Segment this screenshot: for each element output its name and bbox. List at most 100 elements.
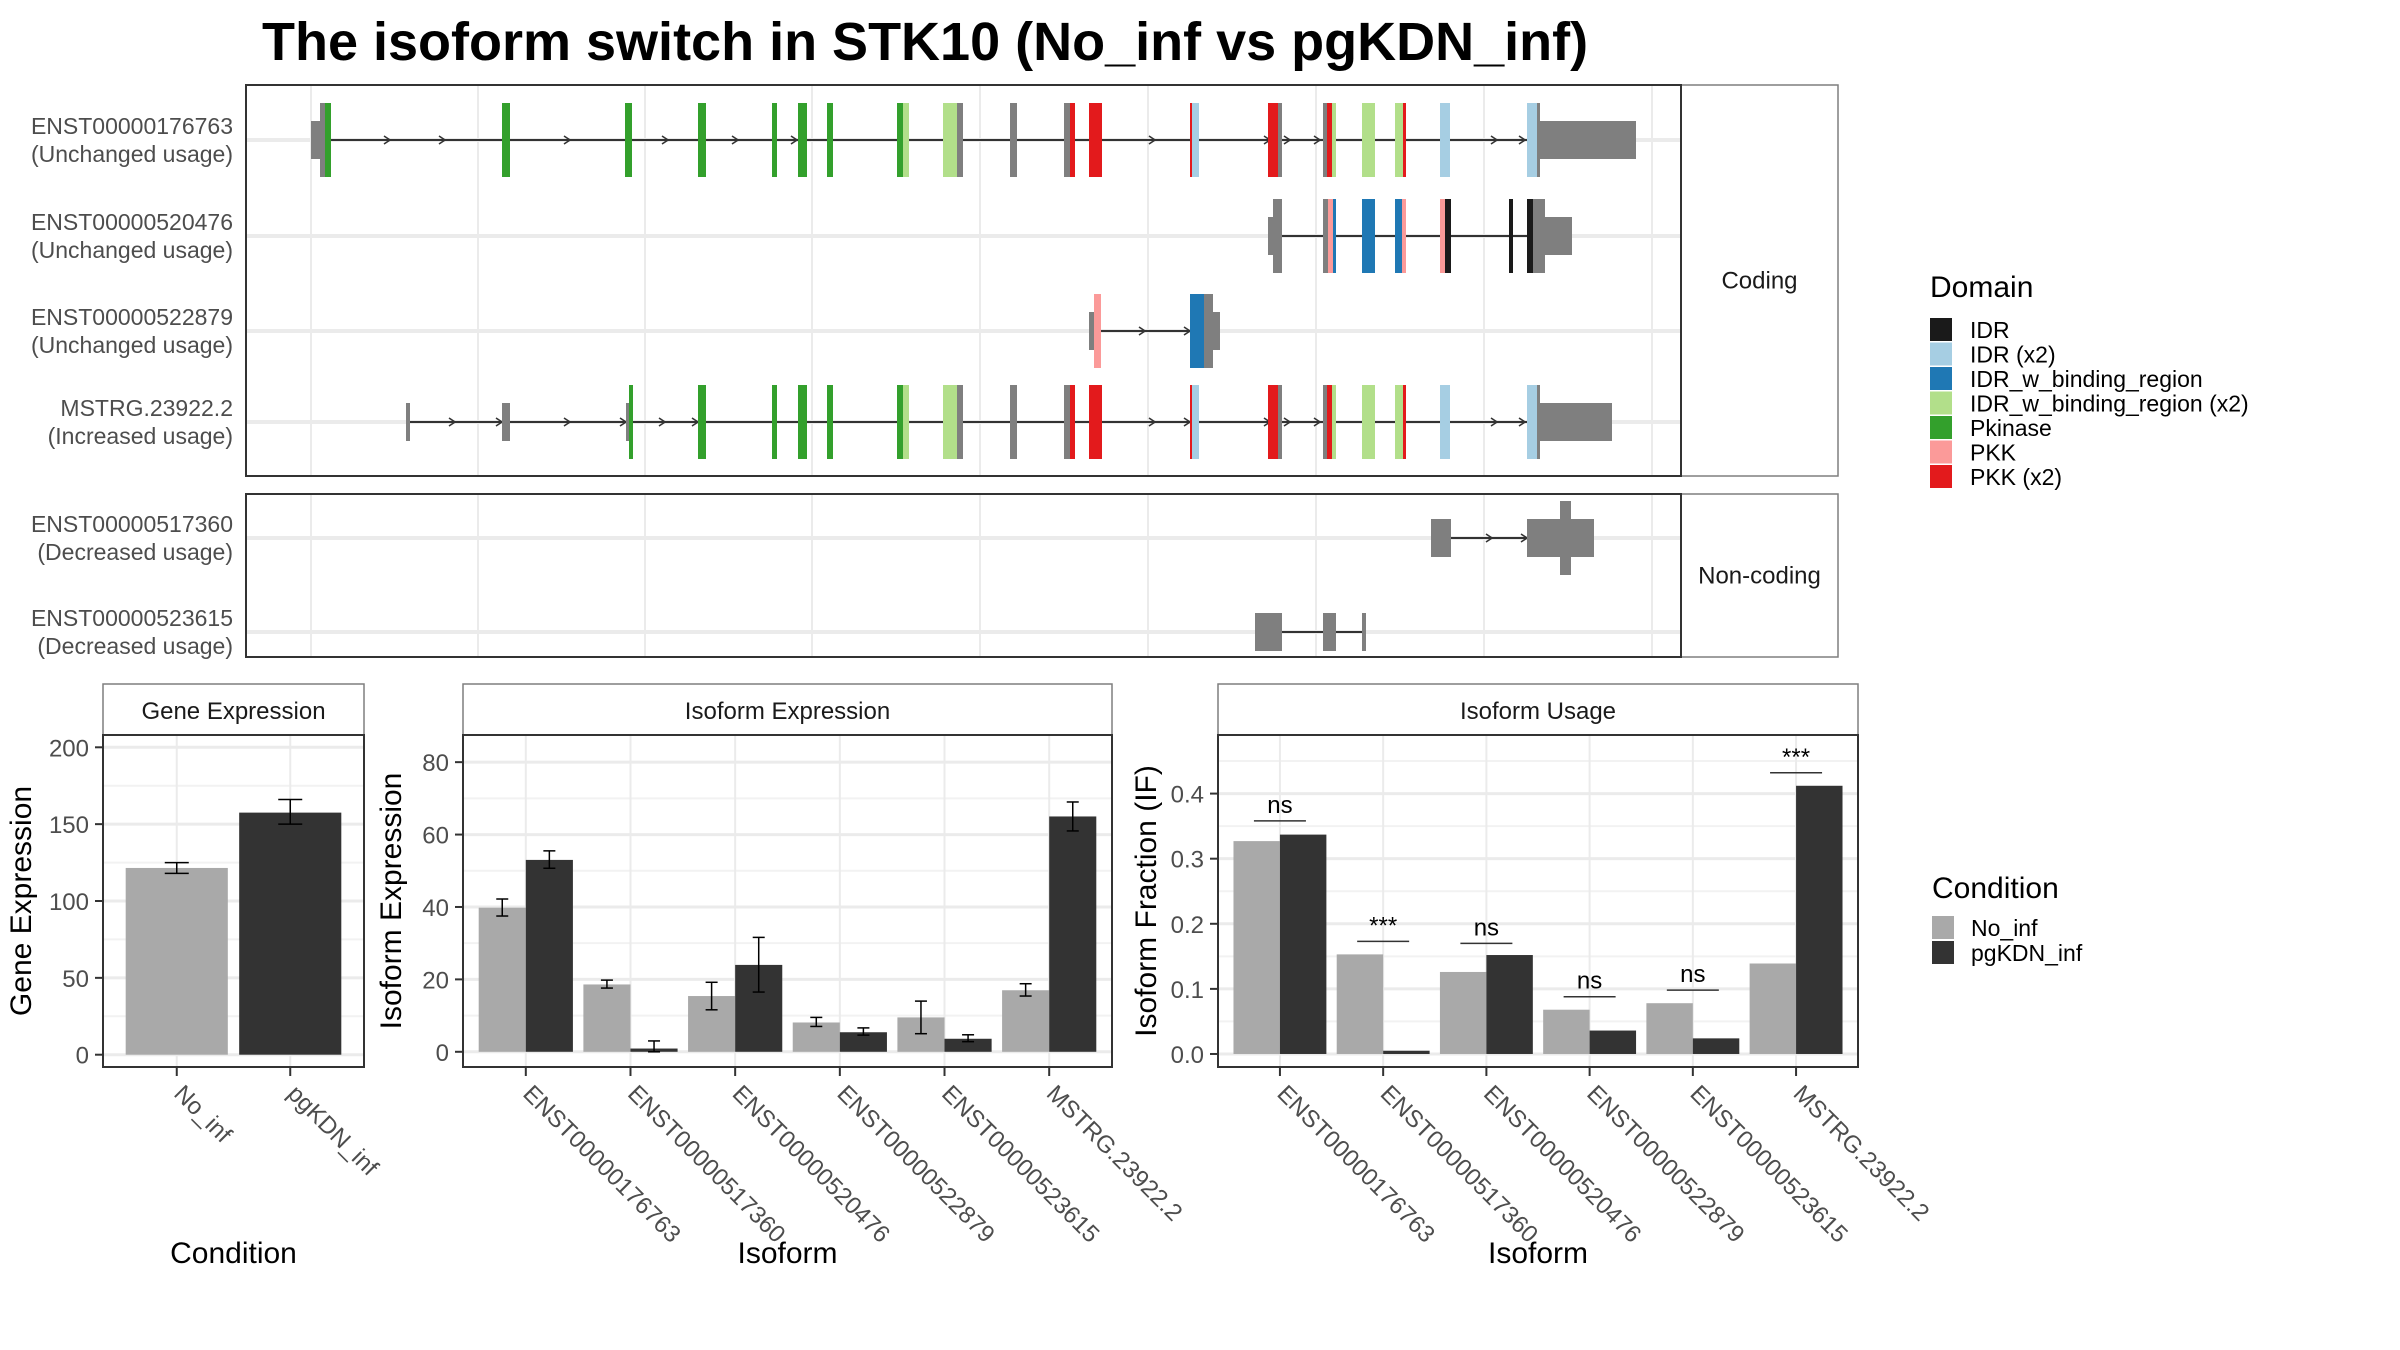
exon-block xyxy=(1332,103,1336,177)
bar-no-inf xyxy=(583,984,631,1052)
exon-block xyxy=(1190,103,1192,177)
transcript-usage-label: (Unchanged usage) xyxy=(31,332,233,358)
exon-block xyxy=(897,385,903,459)
exon-block xyxy=(1537,103,1540,177)
exon-block xyxy=(1323,199,1328,273)
bar-no-inf xyxy=(792,1022,840,1052)
legend-label: IDR xyxy=(1970,317,2010,343)
exon-block xyxy=(320,103,325,177)
exon-block xyxy=(1362,199,1375,273)
exon-block xyxy=(625,103,632,177)
panel-border xyxy=(245,493,1682,658)
legend-label: pgKDN_inf xyxy=(1971,940,2083,966)
strand-arrow-icon xyxy=(1518,417,1527,427)
transcript-usage-label: (Increased usage) xyxy=(48,423,233,449)
transcript-track: ENST00000176763(Unchanged usage) xyxy=(31,103,1636,177)
exon-block xyxy=(1362,613,1366,651)
exon-block xyxy=(1527,385,1537,459)
exon-block xyxy=(1395,199,1402,273)
y-axis-title: Gene Expression xyxy=(5,786,38,1016)
exon-block xyxy=(1255,613,1282,651)
y-tick-label: 0.4 xyxy=(1171,782,1204,809)
legend-label: PKK (x2) xyxy=(1970,464,2062,490)
exon-block xyxy=(1362,385,1375,459)
significance-label: ns xyxy=(1680,961,1705,988)
bar-pgkdn-inf xyxy=(1279,834,1327,1054)
exon-block xyxy=(629,385,633,459)
x-tick-label: No_inf xyxy=(169,1080,237,1148)
panel-border xyxy=(1217,734,1859,1068)
y-tick-label: 0.0 xyxy=(1171,1042,1204,1069)
bar-no-inf xyxy=(1002,990,1050,1052)
y-tick-label: 80 xyxy=(422,750,449,777)
exon-block xyxy=(311,121,320,159)
bar-pgkdn-inf xyxy=(1692,1038,1740,1054)
exon-block xyxy=(1010,103,1017,177)
exon-block xyxy=(798,103,807,177)
exon-block xyxy=(1333,199,1336,273)
significance-label: *** xyxy=(1782,744,1810,771)
facet-strip xyxy=(1680,493,1839,658)
y-tick-label: 0 xyxy=(76,1043,89,1070)
legend-swatch xyxy=(1930,318,1952,341)
exon-block xyxy=(1560,501,1571,575)
bar-pgkdn-inf xyxy=(1796,785,1843,1054)
bar-no-inf xyxy=(478,907,526,1052)
legend-label: IDR (x2) xyxy=(1970,342,2056,368)
strand-arrow-icon xyxy=(658,417,667,427)
exon-block xyxy=(1540,403,1612,441)
exon-block xyxy=(1064,385,1070,459)
exon-block xyxy=(1089,385,1102,459)
exon-block xyxy=(1527,103,1537,177)
strand-arrow-icon xyxy=(563,135,572,145)
exon-block xyxy=(798,385,807,459)
exon-block xyxy=(1064,103,1070,177)
exon-block xyxy=(1094,294,1101,368)
exon-block xyxy=(943,385,957,459)
exon-block xyxy=(1328,199,1333,273)
exon-block xyxy=(1204,294,1213,368)
strand-arrow-icon xyxy=(731,135,740,145)
exon-block xyxy=(1445,199,1451,273)
y-axis-title: Isoform Fraction (IF) xyxy=(1130,765,1163,1037)
exon-block xyxy=(698,103,706,177)
exon-block xyxy=(502,103,510,177)
strand-arrow-icon xyxy=(1485,533,1494,543)
exon-block xyxy=(957,385,963,459)
exon-block xyxy=(698,385,706,459)
exon-block xyxy=(502,403,510,441)
exon-block xyxy=(1010,385,1017,459)
bar-no-inf xyxy=(1439,971,1487,1054)
isoform-usage-chart: Isoform Usage 0.0 0.1 0.2 0.3 0.4 ns *** ns ns ns *… xyxy=(1130,683,1934,1270)
bar-pgkdn-inf xyxy=(1049,816,1097,1052)
strand-arrow-icon xyxy=(1148,417,1157,427)
bar-no-inf xyxy=(125,867,228,1055)
legend-swatch xyxy=(1930,440,1952,464)
exon-block xyxy=(1070,103,1075,177)
exon-block xyxy=(772,385,777,459)
panel-border xyxy=(102,734,365,1068)
legend-label: Pkinase xyxy=(1970,415,2052,441)
transcript-track: ENST00000523615(Decreased usage) xyxy=(31,605,1366,659)
legend-swatch xyxy=(1930,416,1952,439)
bar-no-inf xyxy=(1543,1009,1590,1054)
exon-block xyxy=(325,103,331,177)
exon-block xyxy=(1537,385,1540,459)
legend-label: IDR_w_binding_region (x2) xyxy=(1970,391,2249,417)
transcript-usage-label: (Unchanged usage) xyxy=(31,141,233,167)
y-tick-label: 0.2 xyxy=(1171,912,1204,939)
panel-border xyxy=(462,734,1113,1068)
transcript-id-label: ENST00000522879 xyxy=(31,304,233,330)
y-axis-title: Isoform Expression xyxy=(375,773,408,1030)
strand-arrow-icon xyxy=(790,135,799,145)
y-tick-label: 200 xyxy=(49,735,89,762)
bar-no-inf xyxy=(1233,841,1280,1054)
y-tick-label: 0.3 xyxy=(1171,847,1204,874)
exon-block xyxy=(1440,199,1445,273)
significance-label: ns xyxy=(1577,968,1602,995)
transcript-id-label: ENST00000176763 xyxy=(31,113,233,139)
